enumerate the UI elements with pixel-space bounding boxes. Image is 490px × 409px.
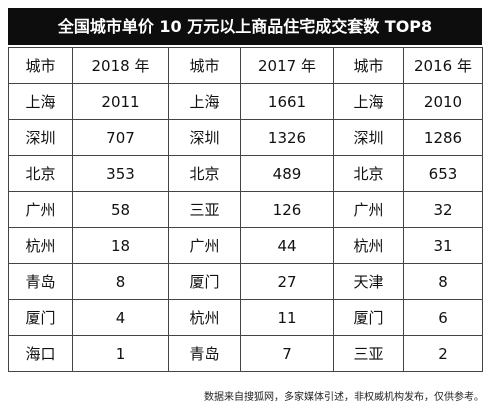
cell: 厦门 [168, 263, 241, 300]
header-cell: 城市 [168, 47, 241, 84]
cell: 厦门 [333, 299, 404, 336]
cell: 27 [240, 263, 334, 300]
cell: 1326 [240, 119, 334, 156]
cell: 2011 [72, 83, 169, 120]
cell: 广州 [333, 191, 404, 228]
cell: 1 [72, 335, 169, 372]
cell: 8 [72, 263, 169, 300]
cell: 海口 [8, 335, 73, 372]
cell: 杭州 [333, 227, 404, 264]
cell: 653 [403, 155, 483, 192]
cell: 三亚 [168, 191, 241, 228]
header-cell: 2016 年 [403, 47, 483, 84]
table-row: 青岛 8 厦门 27 天津 8 [8, 263, 483, 300]
table-row: 海口 1 青岛 7 三亚 2 [8, 335, 483, 372]
cell: 厦门 [8, 299, 73, 336]
cell: 489 [240, 155, 334, 192]
cell: 707 [72, 119, 169, 156]
cell: 2 [403, 335, 483, 372]
cell: 上海 [8, 83, 73, 120]
cell: 11 [240, 299, 334, 336]
header-cell: 城市 [333, 47, 404, 84]
cell: 广州 [8, 191, 73, 228]
cell: 31 [403, 227, 483, 264]
cell: 8 [403, 263, 483, 300]
cell: 北京 [8, 155, 73, 192]
cell: 58 [72, 191, 169, 228]
cell: 7 [240, 335, 334, 372]
cell: 青岛 [8, 263, 73, 300]
cell: 北京 [168, 155, 241, 192]
cell: 上海 [333, 83, 404, 120]
cell: 北京 [333, 155, 404, 192]
cell: 2010 [403, 83, 483, 120]
header-cell: 城市 [8, 47, 73, 84]
cell: 6 [403, 299, 483, 336]
table-row: 杭州 18 广州 44 杭州 31 [8, 227, 483, 264]
table-row: 厦门 4 杭州 11 厦门 6 [8, 299, 483, 336]
cell: 三亚 [333, 335, 404, 372]
cell: 353 [72, 155, 169, 192]
table-row: 上海 2011 上海 1661 上海 2010 [8, 83, 483, 120]
table-row: 北京 353 北京 489 北京 653 [8, 155, 483, 192]
cell: 青岛 [168, 335, 241, 372]
cell: 杭州 [168, 299, 241, 336]
footnote: 数据来自搜狐网，多家媒体引述，非权威机构发布，仅供参考。 [204, 392, 484, 403]
cell: 杭州 [8, 227, 73, 264]
header-cell: 2017 年 [240, 47, 334, 84]
header-cell: 2018 年 [72, 47, 169, 84]
cell: 天津 [333, 263, 404, 300]
table-row: 广州 58 三亚 126 广州 32 [8, 191, 483, 228]
cell: 18 [72, 227, 169, 264]
header-row: 城市 2018 年城市 2017 年城市 2016 年 [8, 47, 483, 84]
cell: 32 [403, 191, 483, 228]
cell: 上海 [168, 83, 241, 120]
cell: 深圳 [168, 119, 241, 156]
cell: 126 [240, 191, 334, 228]
cell: 1286 [403, 119, 483, 156]
cell: 深圳 [333, 119, 404, 156]
title-bar: 全国城市单价 10 万元以上商品住宅成交套数 TOP8 [8, 8, 482, 45]
cell: 1661 [240, 83, 334, 120]
cell: 44 [240, 227, 334, 264]
cell: 深圳 [8, 119, 73, 156]
data-table: 城市 2018 年城市 2017 年城市 2016 年上海 2011 上海 1661 上海 20… [8, 47, 483, 372]
table-row: 深圳 707 深圳 1326 深圳 1286 [8, 119, 483, 156]
cell: 4 [72, 299, 169, 336]
cell: 广州 [168, 227, 241, 264]
